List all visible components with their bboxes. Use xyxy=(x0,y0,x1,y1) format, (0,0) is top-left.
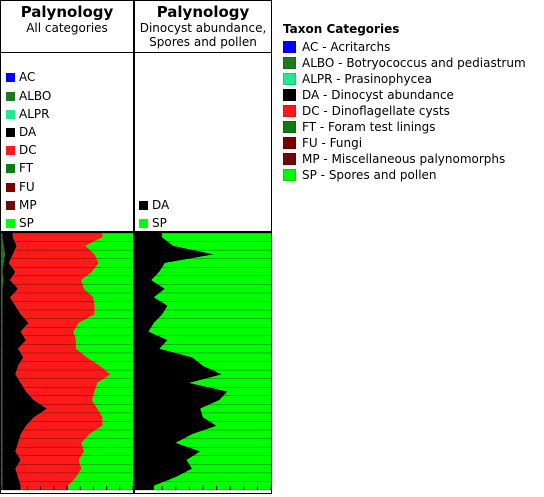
legend-swatch xyxy=(283,121,296,133)
legend-swatch xyxy=(283,169,296,181)
legend-swatch xyxy=(6,128,15,137)
panel-legend-item-da: DA xyxy=(6,126,36,138)
legend-swatch xyxy=(283,89,296,101)
panel-legend-item-sp: SP xyxy=(139,217,167,229)
legend-swatch xyxy=(283,73,296,85)
panel-legend-item-albo: ALBO xyxy=(6,90,51,102)
legend-label: SP - Spores and pollen xyxy=(302,168,437,182)
panel-legend-item-fu: FU xyxy=(6,181,35,193)
taxon-legend-item-ft: FT - Foram test linings xyxy=(283,121,436,134)
legend-code: DA xyxy=(19,125,37,139)
legend-swatch xyxy=(283,41,296,53)
plot-top-line xyxy=(0,231,272,233)
legend-code: DA xyxy=(152,197,170,212)
legend-code: FT xyxy=(19,161,34,176)
panel-legend-item-dc: DC xyxy=(6,144,37,156)
legend-label: FU - Fungi xyxy=(302,136,363,150)
legend-code: SP xyxy=(152,216,167,230)
taxon-legend-item-albo: ALBO - Botryococcus and pediastrum xyxy=(283,57,526,70)
legend-swatch xyxy=(6,200,15,210)
panel-2-subtitle-line-1: Dinocyst abundance, xyxy=(139,21,267,35)
legend-label: DA - Dinocyst abundance xyxy=(302,88,454,102)
legend-swatch xyxy=(283,57,296,69)
panel-2-stacked-area xyxy=(134,232,272,491)
taxon-legend-title: Taxon Categories xyxy=(283,22,400,36)
panel-1-subtitle: All categories xyxy=(26,21,108,35)
legend-code: FU xyxy=(19,179,35,194)
legend-code: ALPR xyxy=(19,106,50,121)
chart-frame xyxy=(0,0,272,494)
panel-2-subtitle-line-2: Spores and pollen xyxy=(149,35,257,49)
legend-swatch xyxy=(6,182,15,192)
legend-swatch xyxy=(6,91,15,101)
legend-label: DC - Dinoflagellate cysts xyxy=(302,104,450,118)
panel-legend-item-ac: AC xyxy=(6,71,35,83)
legend-label: ALPR - Prasinophycea xyxy=(302,72,432,86)
legend-label: FT - Foram test linings xyxy=(302,120,436,134)
legend-code: AC xyxy=(19,70,36,85)
legend-swatch xyxy=(6,73,15,83)
legend-swatch xyxy=(6,164,15,174)
panel-2-title: Palynology xyxy=(156,3,250,21)
taxon-legend-item-fu: FU - Fungi xyxy=(283,137,362,150)
legend-swatch xyxy=(6,219,15,228)
legend-label: MP - Miscellaneous palynomorphs xyxy=(302,152,506,166)
area-da xyxy=(2,233,48,490)
panel-1-title: Palynology xyxy=(20,3,114,21)
legend-swatch xyxy=(6,109,15,119)
taxon-legend-item-alpr: ALPR - Prasinophycea xyxy=(283,73,432,86)
legend-code: SP xyxy=(19,216,34,230)
panel-legend-item-sp: SP xyxy=(6,217,34,229)
taxon-legend-item-da: DA - Dinocyst abundance xyxy=(283,89,454,102)
panel-legend-item-da: DA xyxy=(139,199,169,211)
panel-legend-item-alpr: ALPR xyxy=(6,108,49,120)
panel-1-stacked-area xyxy=(0,232,134,491)
taxon-legend-item-mp: MP - Miscellaneous palynomorphs xyxy=(283,153,505,166)
legend-swatch xyxy=(283,105,296,117)
panel-legend-item-ft: FT xyxy=(6,162,33,174)
legend-label: AC - Acritarchs xyxy=(302,40,391,54)
area-albo xyxy=(1,233,5,490)
legend-code: DC xyxy=(19,143,37,158)
header-separator xyxy=(0,52,272,53)
legend-swatch xyxy=(283,153,296,165)
taxon-legend-item-ac: AC - Acritarchs xyxy=(283,41,390,54)
legend-code: MP xyxy=(19,197,37,212)
legend-label: ALBO - Botryococcus and pediastrum xyxy=(302,56,526,70)
legend-swatch xyxy=(283,137,296,149)
legend-swatch xyxy=(139,219,148,228)
taxon-legend-item-sp: SP - Spores and pollen xyxy=(283,169,437,182)
legend-code: ALBO xyxy=(19,88,52,103)
legend-swatch xyxy=(6,146,15,156)
legend-swatch xyxy=(139,200,148,210)
panel-divider xyxy=(133,0,135,494)
panel-legend-item-mp: MP xyxy=(6,199,37,211)
taxon-legend-item-dc: DC - Dinoflagellate cysts xyxy=(283,105,450,118)
